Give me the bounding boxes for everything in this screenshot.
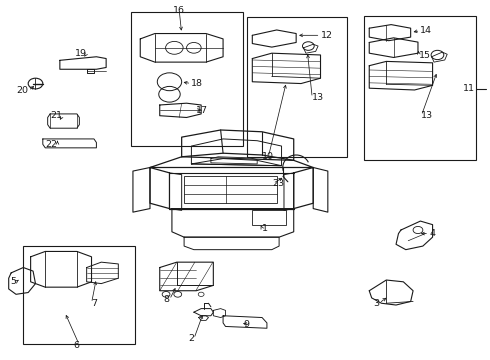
Text: 5: 5 xyxy=(10,277,16,286)
Text: 3: 3 xyxy=(373,299,379,308)
Text: 4: 4 xyxy=(429,229,435,238)
Text: 21: 21 xyxy=(50,111,62,120)
Bar xyxy=(130,12,243,146)
Text: 12: 12 xyxy=(320,31,333,40)
Bar xyxy=(247,18,347,157)
Text: 16: 16 xyxy=(173,6,185,15)
Text: 1: 1 xyxy=(262,224,268,233)
Text: 13: 13 xyxy=(421,111,434,120)
Text: 22: 22 xyxy=(46,140,57,149)
Text: 7: 7 xyxy=(92,299,98,308)
Bar xyxy=(252,210,287,225)
Bar xyxy=(184,176,277,203)
Text: 8: 8 xyxy=(164,295,170,304)
Text: 9: 9 xyxy=(244,320,250,329)
Bar xyxy=(365,16,476,160)
Text: 13: 13 xyxy=(312,93,324,102)
Text: 2: 2 xyxy=(188,334,194,343)
Text: 23: 23 xyxy=(273,179,285,188)
Text: 14: 14 xyxy=(420,26,432,35)
Text: 17: 17 xyxy=(196,106,208,115)
Text: 15: 15 xyxy=(419,51,431,60)
Text: 6: 6 xyxy=(74,341,79,350)
Text: 10: 10 xyxy=(262,152,274,161)
Text: 18: 18 xyxy=(192,79,203,88)
Text: 11: 11 xyxy=(463,84,475,93)
Text: 19: 19 xyxy=(74,49,87,58)
Text: 20: 20 xyxy=(16,86,28,95)
Bar xyxy=(24,246,135,344)
